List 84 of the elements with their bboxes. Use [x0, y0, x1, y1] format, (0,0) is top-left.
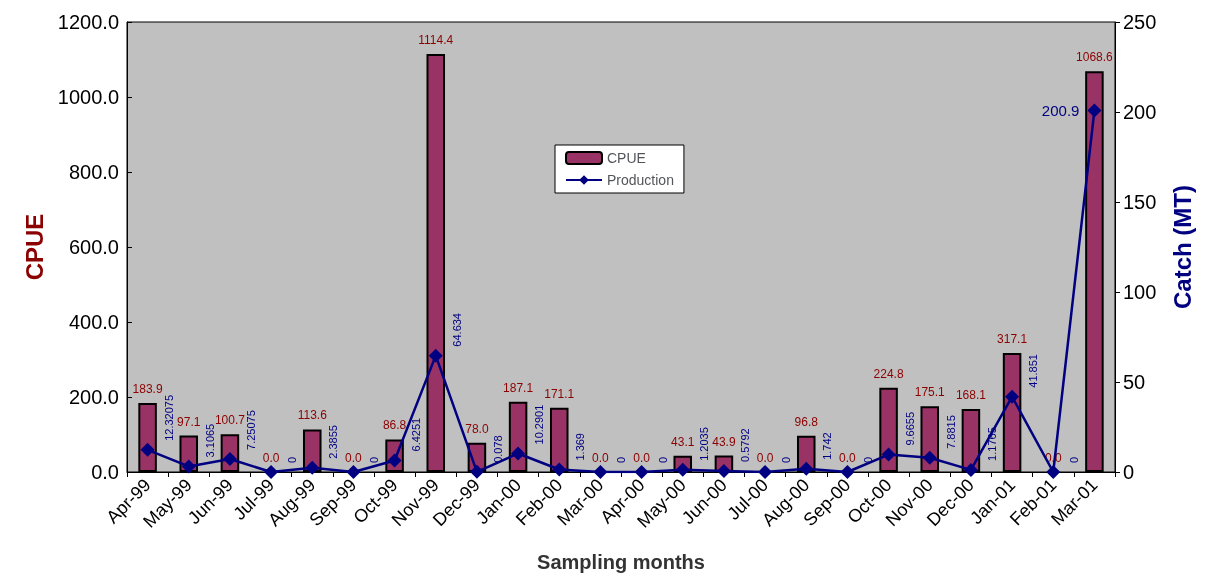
point — [881, 447, 896, 462]
data-label: 113.6 — [297, 408, 328, 423]
point — [511, 446, 526, 461]
point — [140, 442, 155, 457]
data-label: 0.0 — [345, 451, 363, 465]
data-label: 0 — [368, 456, 381, 463]
y-tick-label: 600.0 — [68, 236, 119, 258]
legend-label: Production — [607, 172, 674, 188]
data-label: 1068.6 — [1076, 50, 1114, 65]
y-tick-label: 1200.0 — [57, 11, 119, 33]
data-label: 0.0 — [262, 451, 280, 465]
point — [963, 462, 978, 477]
data-label: 317.1 — [997, 332, 1028, 347]
data-label: 0.0 — [633, 451, 651, 465]
data-label: 171.1 — [544, 386, 575, 401]
point — [758, 465, 773, 479]
y-tick-label: 200.0 — [68, 386, 119, 408]
data-label: 96.8 — [794, 414, 819, 429]
data-label: 78.0 — [465, 421, 489, 436]
data-label: 7.8815 — [944, 415, 957, 449]
data-label: 0 — [286, 456, 299, 463]
data-label: 175.1 — [914, 385, 946, 400]
data-label: 0.0 — [592, 451, 610, 465]
data-label: 1.742 — [821, 432, 834, 460]
point — [305, 460, 320, 475]
legend-label: CPUE — [607, 150, 646, 166]
y2-tick-label: 0 — [1123, 461, 1135, 483]
data-label: 187.1 — [503, 380, 534, 395]
data-label: 3.1065 — [203, 423, 216, 458]
point — [1087, 103, 1102, 118]
data-label: 12.32075 — [162, 394, 175, 441]
data-label: 86.8 — [382, 418, 407, 433]
data-label: 1114.4 — [418, 33, 454, 48]
data-label: 2.3855 — [327, 425, 340, 459]
data-label: 41.851 — [1027, 354, 1040, 388]
point — [593, 465, 608, 479]
point — [346, 465, 361, 479]
point — [428, 348, 443, 363]
y2-tick-label: 200 — [1123, 101, 1157, 123]
point — [552, 462, 567, 477]
y-axis-title: CPUE — [21, 213, 49, 281]
point — [469, 464, 484, 479]
data-label: 7.25075 — [244, 410, 257, 450]
y-tick-label: 0.0 — [91, 461, 119, 483]
data-label: 0 — [1068, 456, 1081, 463]
data-label: 64.634 — [450, 313, 463, 347]
data-label: 0.5792 — [738, 428, 751, 462]
point — [1046, 465, 1061, 479]
point — [716, 463, 731, 478]
data-label: 43.1 — [671, 434, 695, 449]
data-label: 224.8 — [873, 366, 904, 381]
data-label: 0 — [656, 456, 669, 463]
data-label: 9.6655 — [903, 411, 916, 446]
y2-tick-label: 50 — [1123, 371, 1146, 393]
data-label: 0.0 — [756, 451, 774, 465]
y2-axis-title: Catch (MT) — [1168, 185, 1196, 309]
y-tick-label: 1000.0 — [57, 86, 119, 108]
x-axis-title: Sampling months — [537, 551, 705, 573]
point — [181, 459, 196, 474]
y2-tick-label: 100 — [1123, 281, 1157, 303]
data-label: 43.9 — [712, 434, 736, 449]
data-label: 183.9 — [132, 382, 163, 397]
data-label: 168.1 — [955, 387, 987, 402]
point — [799, 461, 814, 476]
point — [922, 450, 937, 465]
data-label: 97.1 — [177, 414, 201, 429]
data-label: 200.9 — [1041, 101, 1080, 119]
y2-tick-label: 250 — [1123, 11, 1157, 33]
y2-tick-label: 150 — [1123, 191, 1157, 213]
y-tick-label: 800.0 — [68, 161, 119, 183]
data-label: 10.2901 — [533, 404, 546, 445]
point — [634, 465, 649, 479]
y-tick-label: 400.0 — [68, 311, 119, 333]
data-label: 1.2035 — [697, 427, 710, 461]
data-label: 100.7 — [214, 413, 246, 428]
point — [840, 465, 855, 479]
data-label: 6.4251 — [409, 417, 422, 452]
data-label: 0 — [780, 456, 793, 463]
data-label: 0.0 — [839, 451, 857, 465]
point — [264, 465, 279, 479]
data-label: 0 — [615, 456, 628, 463]
data-label: 1.369 — [574, 433, 587, 461]
point — [675, 462, 690, 477]
point — [1005, 389, 1020, 404]
